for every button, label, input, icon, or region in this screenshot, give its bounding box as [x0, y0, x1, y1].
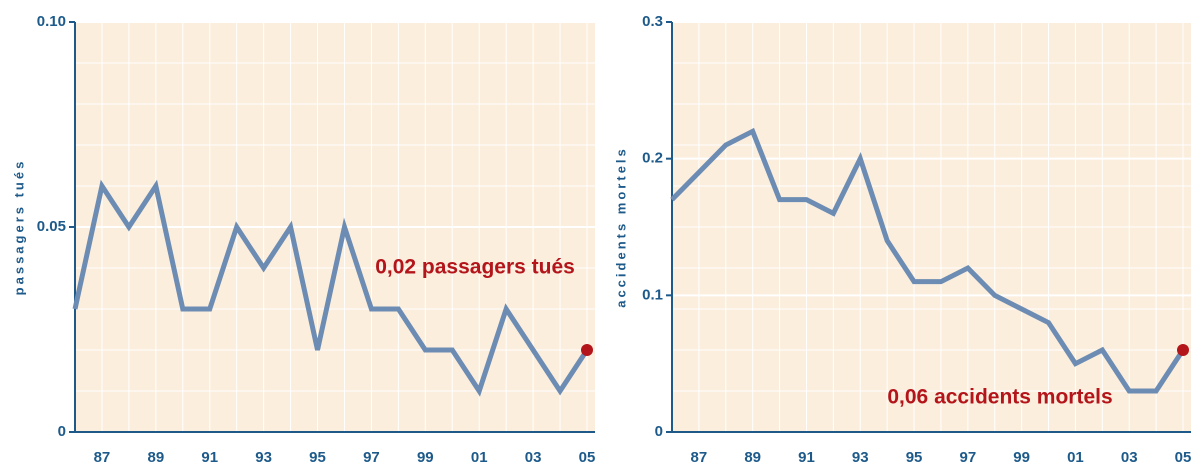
x-tick-label: 03	[1121, 449, 1138, 466]
x-tick-label: 87	[691, 449, 708, 466]
annotation: 0,06 accidents mortels	[887, 386, 1112, 409]
y-tick-label: 0	[58, 423, 66, 440]
x-tick-label: 93	[255, 449, 272, 466]
x-tick-label: 99	[1013, 449, 1030, 466]
line	[72, 179, 590, 397]
end-marker	[581, 344, 593, 356]
y-axis-label: accidents mortels	[613, 146, 628, 308]
x-tick-label: 01	[1067, 449, 1084, 466]
x-tick-label: 89	[147, 449, 164, 466]
x-tick-label: 99	[417, 449, 434, 466]
x-tick-label: 91	[201, 449, 218, 466]
x-tick-label: 03	[525, 449, 542, 466]
x-tick-label: 01	[471, 449, 488, 466]
y-tick-label: 0.05	[37, 218, 66, 235]
x-tick-label: 05	[1175, 449, 1192, 466]
y-tick-label: 0.10	[37, 13, 66, 30]
x-tick-label: 05	[579, 449, 596, 466]
line	[670, 127, 1186, 394]
end-marker	[1177, 344, 1189, 356]
y-tick-label: 0.1	[642, 286, 663, 303]
x-tick-label: 89	[744, 449, 761, 466]
x-tick-label: 87	[94, 449, 111, 466]
y-tick-label: 0.2	[642, 150, 663, 167]
y-axis-label: passagers tués	[11, 159, 26, 296]
x-tick-label: 95	[309, 449, 326, 466]
x-tick-label: 95	[906, 449, 923, 466]
y-tick-label: 0.3	[642, 13, 663, 30]
x-tick-label: 93	[852, 449, 869, 466]
x-tick-label: 91	[798, 449, 815, 466]
x-tick-label: 97	[959, 449, 976, 466]
annotation: 0,02 passagers tués	[375, 256, 575, 279]
y-tick-label: 0	[655, 423, 663, 440]
x-tick-label: 97	[363, 449, 380, 466]
